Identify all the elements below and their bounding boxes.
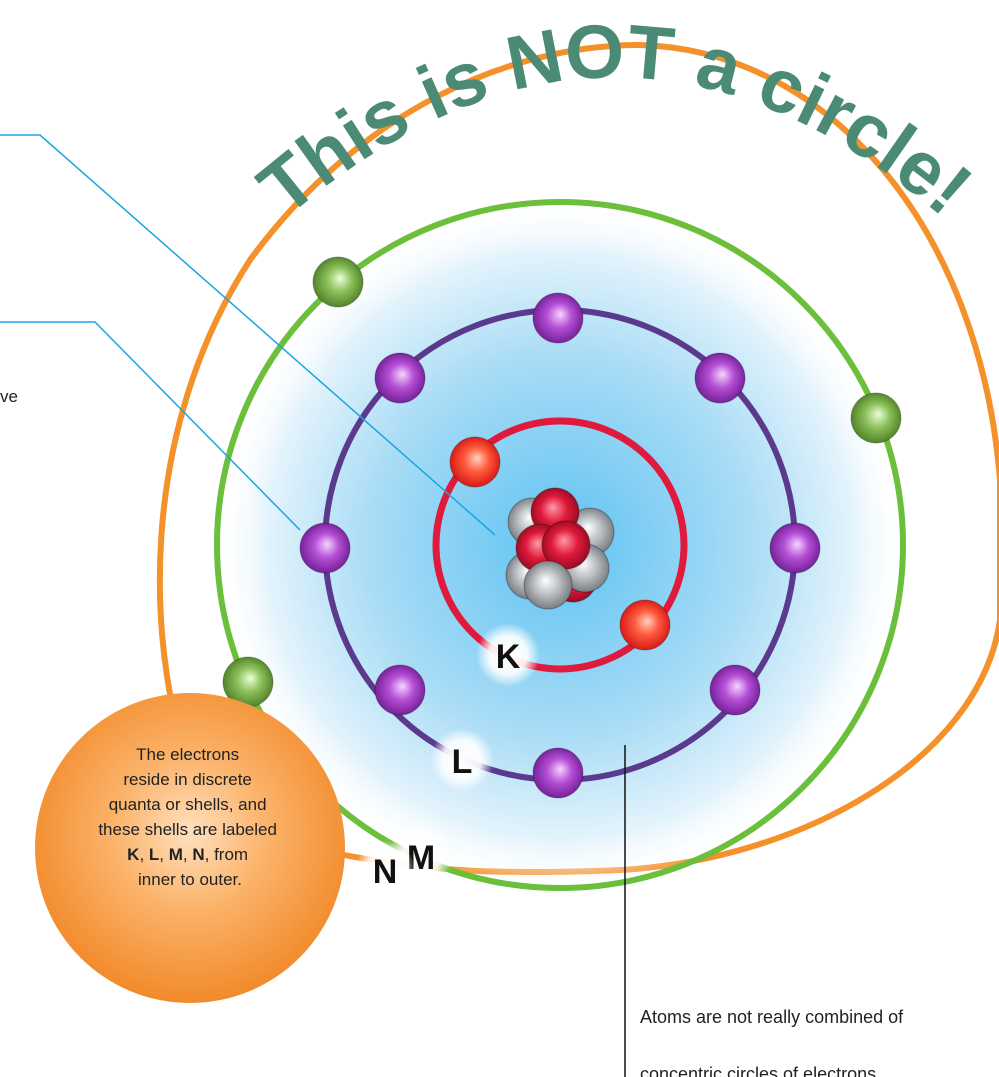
- electron: [533, 748, 583, 798]
- fragment-text: ve: [0, 387, 18, 406]
- diagram: K L M N This is NOT a circle! ve The ele…: [0, 0, 999, 1077]
- page: { "title": "This is NOT a circle!", "fra…: [0, 0, 999, 1077]
- electron: [450, 437, 500, 487]
- separator: ,: [139, 845, 148, 864]
- electron: [313, 257, 363, 307]
- shell-name: M: [169, 845, 183, 864]
- electron: [300, 523, 350, 573]
- callout-line: K, L, M, N, from: [127, 845, 248, 864]
- nucleon: [524, 561, 572, 609]
- electron: [710, 665, 760, 715]
- shell-label: L: [452, 743, 473, 781]
- electron: [695, 353, 745, 403]
- shell-label: K: [496, 638, 521, 676]
- title-path: This is NOT a circle!: [243, 9, 987, 232]
- callout-line: inner to outer.: [138, 870, 242, 889]
- callout-line: reside in discrete: [123, 770, 252, 789]
- shell-label: N: [373, 853, 398, 891]
- electron: [770, 523, 820, 573]
- callout-line: The electrons: [136, 745, 239, 764]
- separator: ,: [183, 845, 192, 864]
- shell-name: K: [127, 845, 140, 864]
- callout-line: these shells are labeled: [98, 820, 277, 839]
- electron: [620, 600, 670, 650]
- shell-name: N: [192, 845, 204, 864]
- electron: [851, 393, 901, 443]
- note-line: Atoms are not really combined of: [640, 1007, 904, 1027]
- electron: [375, 353, 425, 403]
- separator: , from: [205, 845, 248, 864]
- electron: [533, 293, 583, 343]
- separator: ,: [159, 845, 168, 864]
- electron: [375, 665, 425, 715]
- callout-line: quanta or shells, and: [109, 795, 267, 814]
- title: This is NOT a circle!: [243, 9, 987, 232]
- shell-name: L: [149, 845, 159, 864]
- note-line: concentric circles of electrons.: [640, 1064, 881, 1077]
